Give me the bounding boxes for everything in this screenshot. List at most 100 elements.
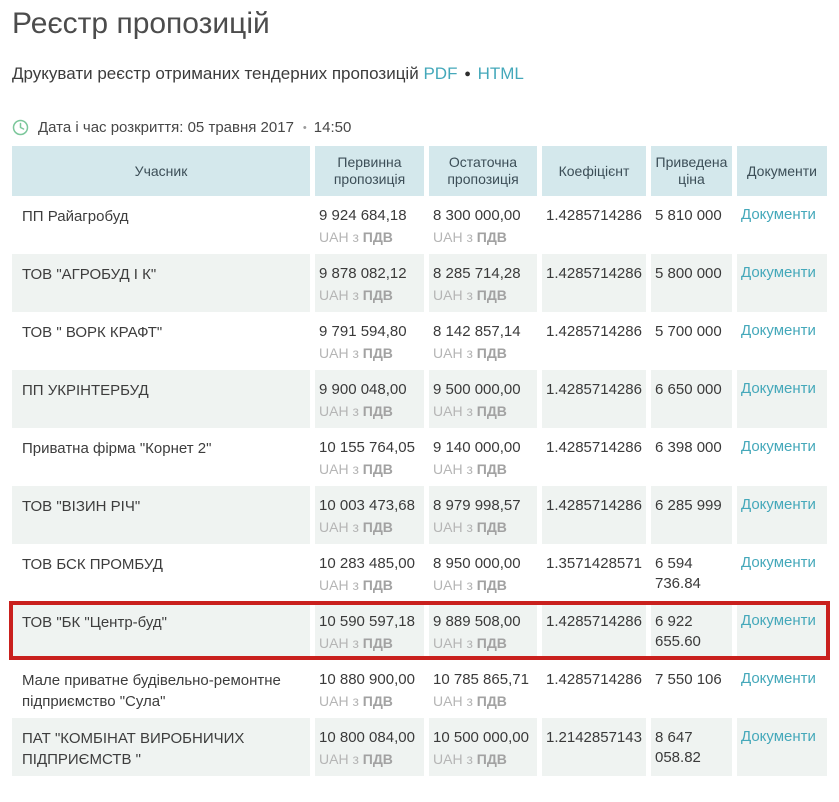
vat-label: ПДВ xyxy=(476,229,507,245)
final-amount: 8 300 000,00 xyxy=(433,207,521,224)
coefficient-value: 1.4285714286 xyxy=(546,671,642,688)
currency-code: UAH з xyxy=(319,577,359,593)
table-row: Приватна фірма "Корнет 2" 10 155 764,05 … xyxy=(12,428,827,486)
page-title: Реєстр пропозицій xyxy=(12,7,270,40)
coefficient-cell: 1.4285714286 xyxy=(542,486,646,544)
vat-label: ПДВ xyxy=(362,751,393,767)
final-amount: 9 500 000,00 xyxy=(433,381,521,398)
table-row: ТОВ " ВОРК КРАФТ" 9 791 594,80 UAH з ПДВ… xyxy=(12,312,827,370)
initial-proposal-cell: 9 791 594,80 UAH з ПДВ xyxy=(315,312,424,370)
column-header-coefficient: Коефіцієнт xyxy=(542,146,646,196)
currency-code: UAH з xyxy=(319,693,359,709)
print-registry-line: Друкувати реєстр отриманих тендерних про… xyxy=(12,63,827,85)
participant-cell: ПП Райагробуд xyxy=(12,196,310,254)
final-amount: 8 979 998,57 xyxy=(433,497,521,514)
participant-cell: ТОВ "ВІЗИН РІЧ" xyxy=(12,486,310,544)
currency-code: UAH з xyxy=(319,403,359,419)
table-body: ПП Райагробуд 9 924 684,18 UAH з ПДВ 8 3… xyxy=(9,196,830,776)
documents-cell: Документи xyxy=(737,602,827,660)
coefficient-cell: 1.4285714286 xyxy=(542,254,646,312)
reduced-price-cell: 6 398 000 xyxy=(651,428,732,486)
table-row: ТОВ БСК ПРОМБУД 10 283 485,00 UAH з ПДВ … xyxy=(12,544,827,602)
final-proposal-cell: 8 950 000,00 UAH з ПДВ xyxy=(429,544,537,602)
table-row: ПАТ "КОМБІНАТ ВИРОБНИЧИХ ПІДПРИЄМСТВ " 1… xyxy=(12,718,827,776)
table-row: ТОВ "ВІЗИН РІЧ" 10 003 473,68 UAH з ПДВ … xyxy=(12,486,827,544)
vat-label: ПДВ xyxy=(476,345,507,361)
final-proposal-cell: 10 785 865,71 UAH з ПДВ xyxy=(429,660,537,718)
currency-code: UAH з xyxy=(433,635,473,651)
currency-note: UAH з ПДВ xyxy=(319,692,420,710)
documents-link[interactable]: Документи xyxy=(741,206,816,223)
documents-cell: Документи xyxy=(737,428,827,486)
reduced-price-value: 6 398 000 xyxy=(655,439,722,456)
documents-link[interactable]: Документи xyxy=(741,380,816,397)
initial-amount: 10 003 473,68 xyxy=(319,497,415,514)
currency-note: UAH з ПДВ xyxy=(319,344,420,362)
initial-proposal-cell: 9 900 048,00 UAH з ПДВ xyxy=(315,370,424,428)
initial-proposal-cell: 9 924 684,18 UAH з ПДВ xyxy=(315,196,424,254)
coefficient-value: 1.3571428571 xyxy=(546,555,642,572)
initial-proposal-cell: 10 880 900,00 UAH з ПДВ xyxy=(315,660,424,718)
coefficient-cell: 1.4285714286 xyxy=(542,370,646,428)
currency-note: UAH з ПДВ xyxy=(433,692,533,710)
final-proposal-cell: 10 500 000,00 UAH з ПДВ xyxy=(429,718,537,776)
initial-amount: 10 155 764,05 xyxy=(319,439,415,456)
participant-cell: Мале приватне будівельно-ремонтне підпри… xyxy=(12,660,310,718)
vat-label: ПДВ xyxy=(476,577,507,593)
documents-link[interactable]: Документи xyxy=(741,670,816,687)
currency-code: UAH з xyxy=(319,635,359,651)
disclosure-date: 05 травня 2017 xyxy=(187,119,294,136)
initial-amount: 10 880 900,00 xyxy=(319,671,415,688)
documents-link[interactable]: Документи xyxy=(741,728,816,745)
html-link[interactable]: HTML xyxy=(477,64,524,83)
documents-link[interactable]: Документи xyxy=(741,264,816,281)
participant-name: ТОВ "ВІЗИН РІЧ" xyxy=(22,498,141,515)
final-proposal-cell: 8 979 998,57 UAH з ПДВ xyxy=(429,486,537,544)
currency-code: UAH з xyxy=(433,229,473,245)
vat-label: ПДВ xyxy=(476,751,507,767)
pdf-link[interactable]: PDF xyxy=(423,64,458,83)
participant-cell: ТОВ " ВОРК КРАФТ" xyxy=(12,312,310,370)
documents-link[interactable]: Документи xyxy=(741,322,816,339)
reduced-price-cell: 6 285 999 xyxy=(651,486,732,544)
participant-name: ПП Райагробуд xyxy=(22,208,129,225)
coefficient-value: 1.4285714286 xyxy=(546,613,642,630)
final-amount: 10 785 865,71 xyxy=(433,671,529,688)
participant-name: ПАТ "КОМБІНАТ ВИРОБНИЧИХ ПІДПРИЄМСТВ " xyxy=(22,730,245,768)
final-amount: 10 500 000,00 xyxy=(433,729,529,746)
participant-name: ТОВ "АГРОБУД І К" xyxy=(22,266,157,283)
currency-note: UAH з ПДВ xyxy=(433,518,533,536)
documents-link[interactable]: Документи xyxy=(741,554,816,571)
initial-amount: 10 283 485,00 xyxy=(319,555,415,572)
final-amount: 8 285 714,28 xyxy=(433,265,521,282)
currency-code: UAH з xyxy=(433,577,473,593)
currency-note: UAH з ПДВ xyxy=(433,576,533,594)
disclosure-time: 14:50 xyxy=(313,119,352,136)
reduced-price-cell: 6 922 655.60 xyxy=(651,602,732,660)
documents-link[interactable]: Документи xyxy=(741,612,816,629)
documents-cell: Документи xyxy=(737,486,827,544)
documents-cell: Документи xyxy=(737,544,827,602)
participant-name: ПП УКРІНТЕРБУД xyxy=(22,382,149,399)
coefficient-value: 1.2142857143 xyxy=(546,729,642,746)
final-amount: 8 142 857,14 xyxy=(433,323,521,340)
reduced-price-cell: 6 650 000 xyxy=(651,370,732,428)
initial-proposal-cell: 10 283 485,00 UAH з ПДВ xyxy=(315,544,424,602)
table-row: ПП Райагробуд 9 924 684,18 UAH з ПДВ 8 3… xyxy=(12,196,827,254)
coefficient-cell: 1.4285714286 xyxy=(542,196,646,254)
currency-note: UAH з ПДВ xyxy=(433,460,533,478)
participant-cell: Приватна фірма "Корнет 2" xyxy=(12,428,310,486)
currency-code: UAH з xyxy=(433,519,473,535)
initial-proposal-cell: 10 800 084,00 UAH з ПДВ xyxy=(315,718,424,776)
table-row: Мале приватне будівельно-ремонтне підпри… xyxy=(12,660,827,718)
reduced-price-value: 5 700 000 xyxy=(655,323,722,340)
documents-link[interactable]: Документи xyxy=(741,438,816,455)
coefficient-value: 1.4285714286 xyxy=(546,497,642,514)
column-header-initial-proposal: Первинна пропозиція xyxy=(315,146,424,196)
disclosure-separator: • xyxy=(302,121,307,134)
reduced-price-cell: 5 800 000 xyxy=(651,254,732,312)
participant-cell: ТОВ БСК ПРОМБУД xyxy=(12,544,310,602)
reduced-price-cell: 5 700 000 xyxy=(651,312,732,370)
vat-label: ПДВ xyxy=(362,287,393,303)
documents-link[interactable]: Документи xyxy=(741,496,816,513)
